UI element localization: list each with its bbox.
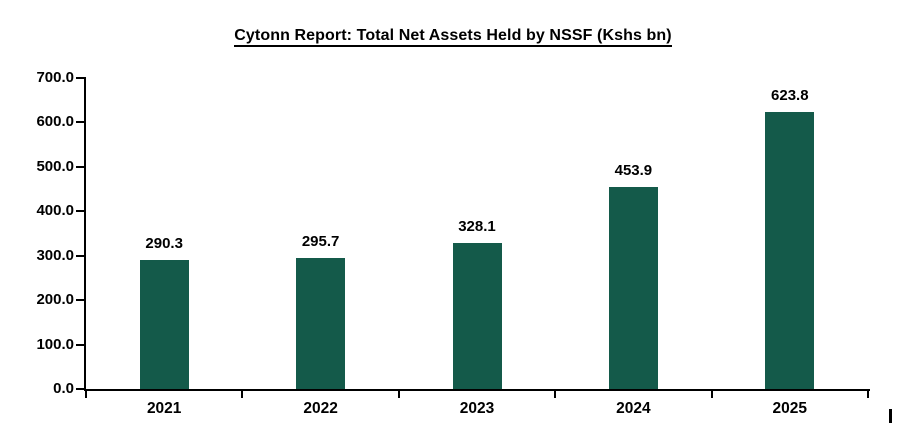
y-axis-tick-label: 400.0 [36, 202, 74, 220]
y-axis-tick-label: 300.0 [36, 246, 74, 264]
y-axis-tick-label: 200.0 [36, 291, 74, 309]
x-axis-tick [397, 391, 400, 398]
y-axis-tick [76, 121, 84, 124]
y-axis-tick [76, 299, 84, 302]
bar-2021 [139, 260, 189, 389]
bar-2024 [608, 187, 658, 389]
y-axis-tick [76, 254, 84, 257]
y-axis-tick [76, 77, 84, 79]
x-axis-category-label: 2024 [616, 400, 651, 417]
chart-title: Cytonn Report: Total Net Assets Held by … [0, 27, 906, 47]
y-axis-tick-label: 500.0 [36, 157, 74, 175]
text-cursor-mark [889, 409, 892, 423]
bar-2025 [765, 111, 815, 389]
y-axis-tick [76, 343, 84, 346]
y-axis-tick [76, 388, 84, 390]
x-axis-line [84, 389, 870, 391]
bar-2023 [452, 243, 502, 389]
y-axis-tick [76, 210, 84, 213]
y-axis-tick-label: 700.0 [36, 69, 74, 86]
x-axis-category-label: 2025 [772, 400, 808, 417]
y-axis-tick-label: 100.0 [36, 335, 74, 353]
x-axis-tick [554, 391, 557, 398]
x-axis-category-label: 2023 [459, 400, 495, 417]
y-axis-tick [76, 165, 84, 168]
x-axis-tick [710, 391, 713, 398]
y-axis-tick-label: 0.0 [53, 380, 74, 397]
bar-value-label: 623.8 [771, 86, 809, 104]
x-axis-tick [85, 391, 87, 398]
x-axis-tick [241, 391, 244, 398]
chart-title-text: Cytonn Report: Total Net Assets Held by … [234, 27, 672, 47]
bar-value-label: 453.9 [614, 162, 653, 180]
bar-2022 [296, 257, 346, 389]
bar-value-label: 295.7 [301, 232, 340, 250]
x-axis-category-label: 2021 [146, 400, 182, 417]
x-axis-category-label: 2022 [303, 400, 338, 417]
y-axis-tick-label: 600.0 [36, 113, 74, 131]
bar-value-label: 290.3 [145, 235, 183, 253]
x-axis-tick [867, 391, 869, 398]
bar-value-label: 328.1 [458, 218, 496, 236]
y-axis-line [84, 77, 86, 391]
